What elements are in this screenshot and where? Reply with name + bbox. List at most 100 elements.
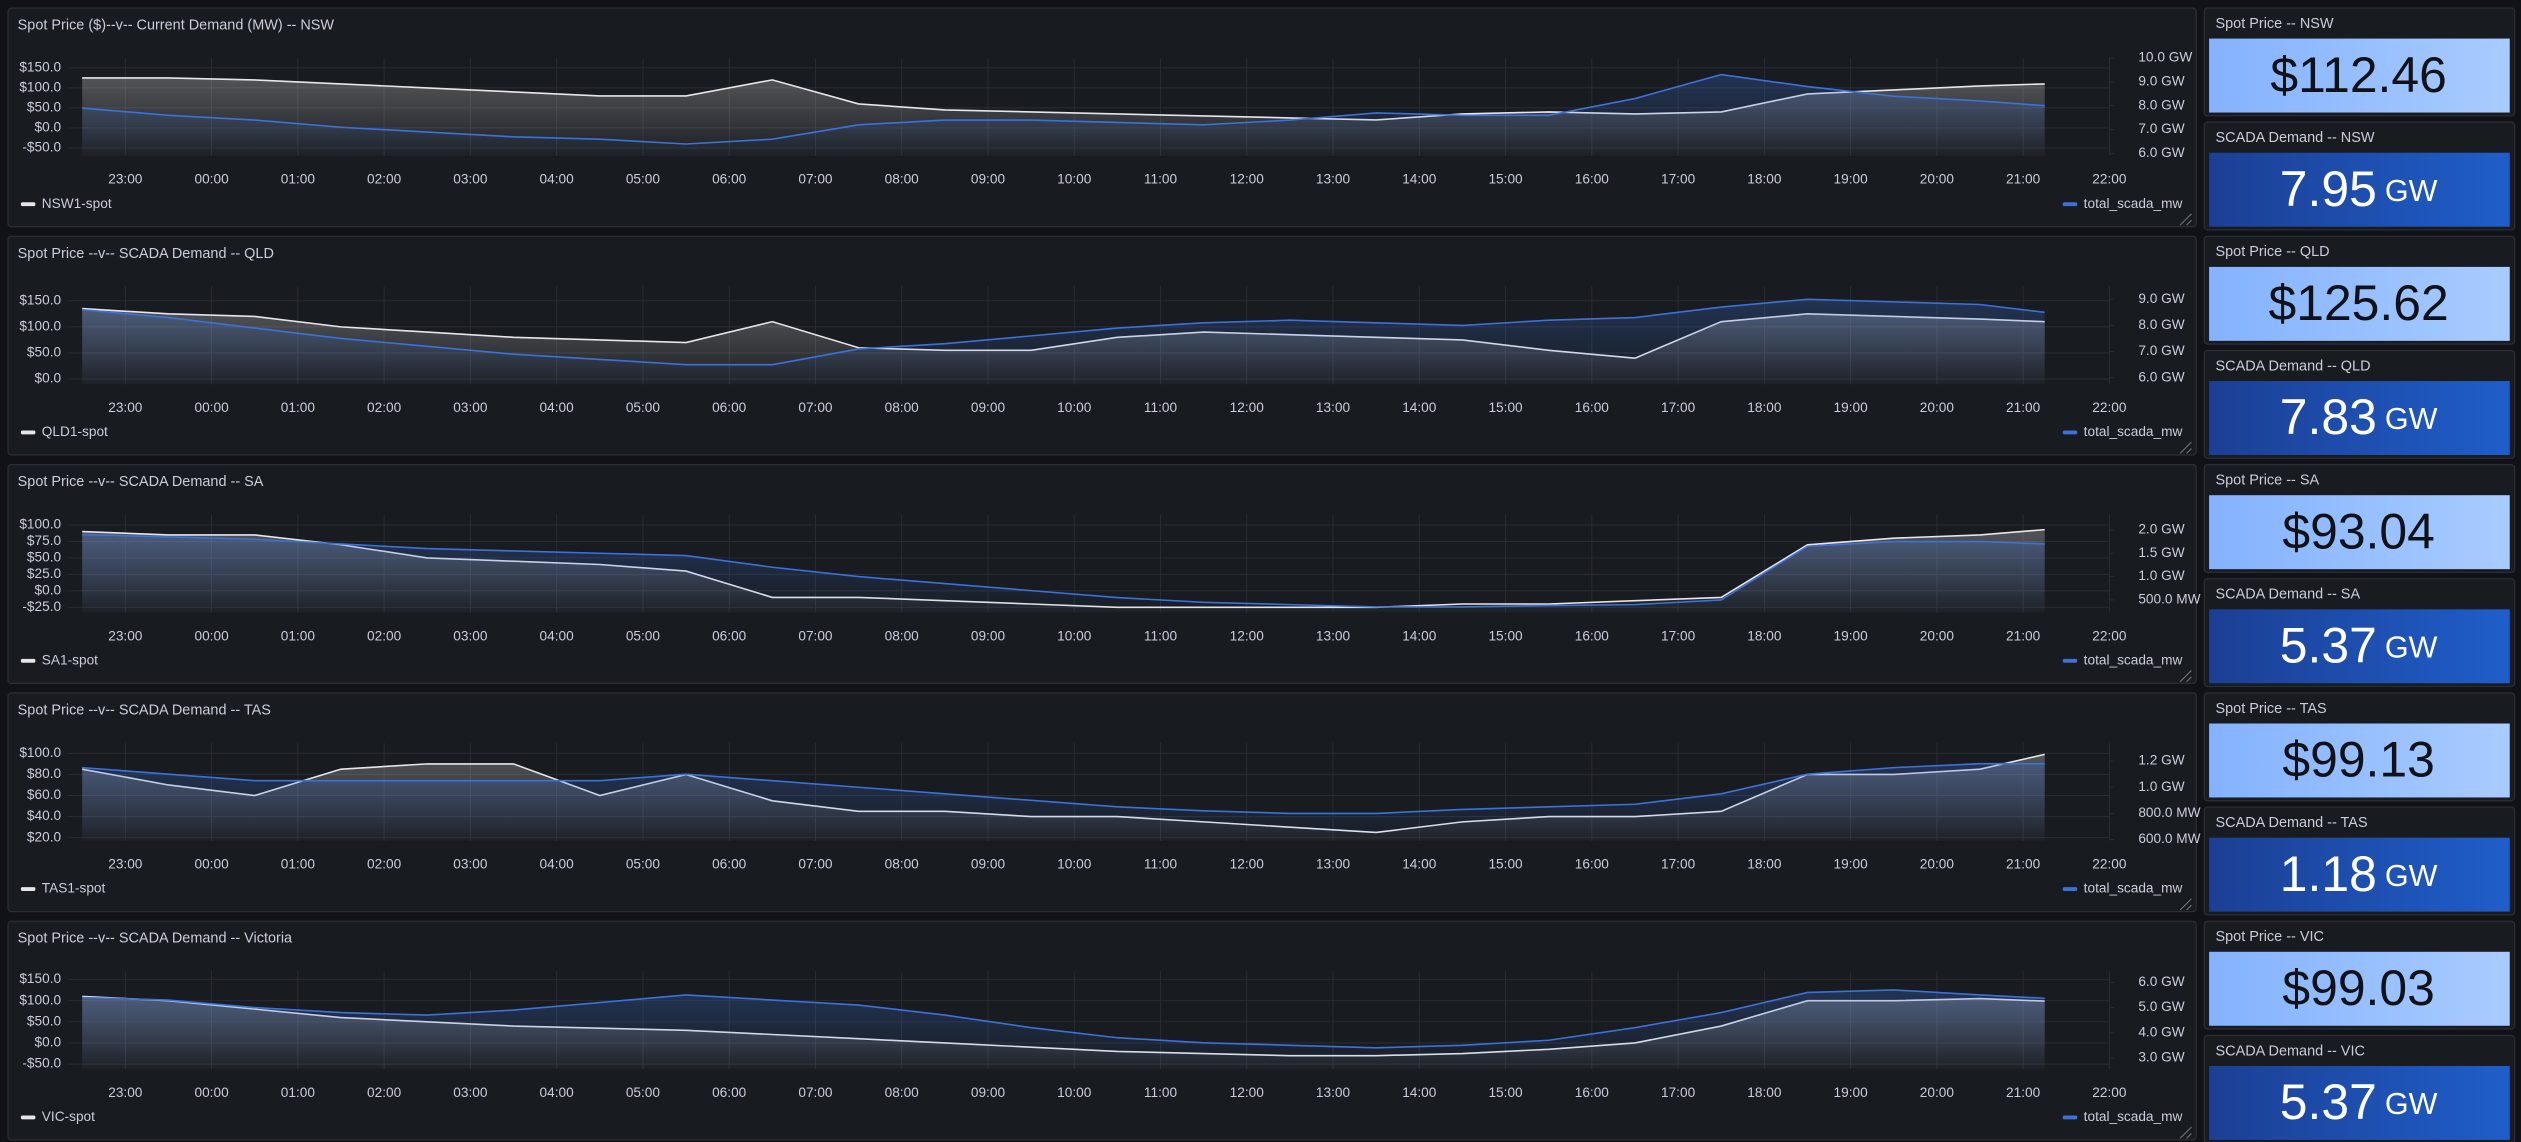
x-tick-label: 06:00 [712, 172, 747, 187]
stat-number: 5.37 [2280, 618, 2377, 674]
x-tick-label: 10:00 [1057, 172, 1092, 187]
x-tick-label: 20:00 [1920, 400, 1955, 415]
y-tick-label: $100.0 [19, 318, 61, 333]
resize-handle [2179, 213, 2192, 226]
stat-box [2209, 38, 2510, 113]
stat-box [2209, 951, 2510, 1026]
stat-value: $93.04 [2282, 504, 2434, 560]
x-tick-label: 09:00 [971, 1085, 1006, 1100]
series-line [82, 989, 2045, 1049]
area-fill [82, 989, 2045, 1070]
x-tick-label: 06:00 [712, 1085, 747, 1100]
stat-number: 7.95 [2280, 161, 2377, 217]
x-tick-label: 13:00 [1316, 172, 1351, 187]
x-tick-label: 12:00 [1230, 628, 1265, 643]
x-tick-label: 08:00 [885, 400, 920, 415]
legend-label: total_scada_mw [2084, 1109, 2183, 1124]
y-tick-label: $150.0 [19, 292, 61, 307]
resize-handle [2179, 441, 2192, 454]
x-tick-label: 05:00 [626, 1085, 661, 1100]
y-tick-label: $100.0 [19, 745, 61, 760]
stat-box [2209, 609, 2510, 684]
y-tick-label: $0.0 [35, 1035, 62, 1050]
legend-label: TAS1-spot [42, 881, 106, 896]
stat-value: $99.13 [2282, 732, 2434, 788]
x-tick-label: 17:00 [1661, 172, 1696, 187]
x-tick-label: 13:00 [1316, 857, 1351, 872]
x-tick-label: 01:00 [281, 172, 316, 187]
legend-label: total_scada_mw [2084, 424, 2183, 439]
stat-box [2209, 1065, 2510, 1140]
panel-title: Spot Price --v-- SCADA Demand -- TAS [18, 702, 271, 718]
x-tick-label: 21:00 [2006, 400, 2041, 415]
panel-title: Spot Price ($)--v-- Current Demand (MW) … [18, 18, 335, 34]
panel-title: Spot Price --v-- SCADA Demand -- QLD [18, 246, 274, 262]
stat-number: $112.46 [2270, 47, 2446, 103]
x-tick-label: 03:00 [453, 1085, 488, 1100]
stat-value: 5.37 GW [2280, 618, 2438, 674]
x-tick-label: 05:00 [626, 172, 661, 187]
x-tick-label: 21:00 [2006, 628, 2041, 643]
y2-tick-label: 7.0 GW [2138, 121, 2184, 136]
x-tick-label: 21:00 [2006, 1085, 2041, 1100]
x-tick-label: 15:00 [1488, 628, 1523, 643]
x-tick-label: 22:00 [2092, 857, 2127, 872]
x-tick-label: 13:00 [1316, 628, 1351, 643]
stat-box [2209, 266, 2510, 341]
panel-title: Spot Price --v-- SCADA Demand -- SA [18, 474, 264, 490]
x-tick-label: 15:00 [1488, 1085, 1523, 1100]
x-tick-label: 12:00 [1230, 1085, 1265, 1100]
legend-label: total_scada_mw [2084, 196, 2183, 211]
x-tick-label: 23:00 [108, 172, 143, 187]
x-tick-label: 16:00 [1575, 400, 1610, 415]
x-tick-label: 00:00 [194, 1085, 229, 1100]
y2-tick-label: 1.5 GW [2138, 545, 2184, 560]
x-tick-label: 09:00 [971, 172, 1006, 187]
x-tick-label: 16:00 [1575, 1085, 1610, 1100]
y2-tick-label: 6.0 GW [2138, 145, 2184, 160]
x-tick-label: 22:00 [2092, 1085, 2127, 1100]
y-tick-label: -$50.0 [22, 140, 61, 155]
y-tick-label: -$25.0 [22, 599, 61, 614]
y2-tick-label: 4.0 GW [2138, 1024, 2184, 1039]
x-tick-label: 15:00 [1488, 172, 1523, 187]
y-tick-label: -$50.0 [22, 1056, 61, 1071]
y-tick-label: $0.0 [35, 120, 62, 135]
stat-value: $112.46 [2270, 47, 2446, 103]
x-tick-label: 23:00 [108, 628, 143, 643]
x-tick-label: 15:00 [1488, 857, 1523, 872]
x-tick-label: 14:00 [1402, 857, 1437, 872]
stat-unit: GW [2385, 402, 2438, 436]
y-tick-label: $100.0 [19, 517, 61, 532]
x-tick-label: 03:00 [453, 857, 488, 872]
stat-value: 5.37 GW [2280, 1074, 2438, 1130]
x-tick-label: 18:00 [1747, 172, 1782, 187]
legend-swatch [20, 887, 36, 892]
x-tick-label: 17:00 [1661, 1085, 1696, 1100]
x-tick-label: 10:00 [1057, 857, 1092, 872]
x-tick-label: 11:00 [1144, 400, 1178, 415]
y-tick-label: $50.0 [27, 550, 62, 565]
x-tick-label: 02:00 [367, 628, 402, 643]
y-tick-label: $150.0 [19, 971, 61, 986]
x-tick-label: 13:00 [1316, 400, 1351, 415]
x-tick-label: 07:00 [798, 172, 833, 187]
x-tick-label: 04:00 [540, 1085, 575, 1100]
x-tick-label: 23:00 [108, 1085, 143, 1100]
x-tick-label: 07:00 [798, 857, 833, 872]
x-tick-label: 04:00 [540, 172, 575, 187]
legend-swatch [2062, 658, 2078, 663]
y2-tick-label: 9.0 GW [2138, 291, 2184, 306]
legend-swatch [2062, 887, 2078, 892]
y2-tick-label: 6.0 GW [2138, 369, 2184, 384]
stat-box [2209, 152, 2510, 227]
x-tick-label: 00:00 [194, 172, 229, 187]
stat-number: $93.04 [2282, 504, 2434, 560]
x-tick-label: 11:00 [1144, 172, 1178, 187]
x-tick-label: 01:00 [281, 857, 316, 872]
x-tick-label: 17:00 [1661, 400, 1696, 415]
x-tick-label: 03:00 [453, 628, 488, 643]
x-tick-label: 04:00 [540, 400, 575, 415]
y2-tick-label: 1.2 GW [2138, 753, 2184, 768]
